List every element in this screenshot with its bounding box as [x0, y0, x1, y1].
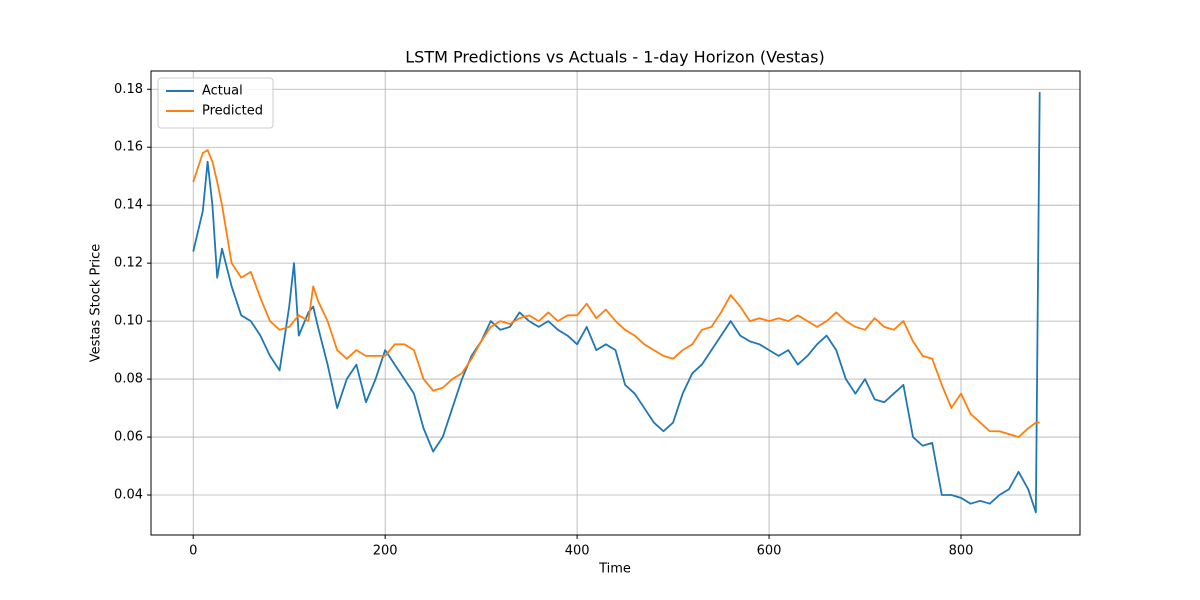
y-tick-label: 0.04 — [114, 488, 143, 503]
y-tick-label: 0.18 — [114, 82, 143, 97]
y-tick-label: 0.12 — [114, 256, 143, 271]
y-tick-label: 0.14 — [114, 198, 143, 213]
x-tick-label: 200 — [373, 544, 398, 559]
plot-frame — [150, 70, 1081, 536]
y-tick-label: 0.08 — [114, 372, 143, 387]
x-tick-label: 400 — [565, 544, 590, 559]
data-line — [192, 149, 1040, 438]
y-tick-label: 0.10 — [114, 314, 143, 329]
x-axis-label: Time — [598, 562, 631, 577]
legend: Actual Predicted — [157, 77, 274, 129]
legend-label: Predicted — [202, 104, 263, 119]
legend-label: Actual — [202, 84, 243, 99]
chart-title: LSTM Predictions vs Actuals - 1-day Hori… — [405, 48, 824, 67]
x-tick-label: 0 — [189, 544, 197, 559]
y-tick-label: 0.16 — [114, 140, 143, 155]
x-tick-label: 800 — [949, 544, 974, 559]
x-tick-label: 600 — [757, 544, 782, 559]
y-tick-label: 0.06 — [114, 430, 143, 445]
y-axis-label: Vestas Stock Price — [89, 244, 104, 362]
